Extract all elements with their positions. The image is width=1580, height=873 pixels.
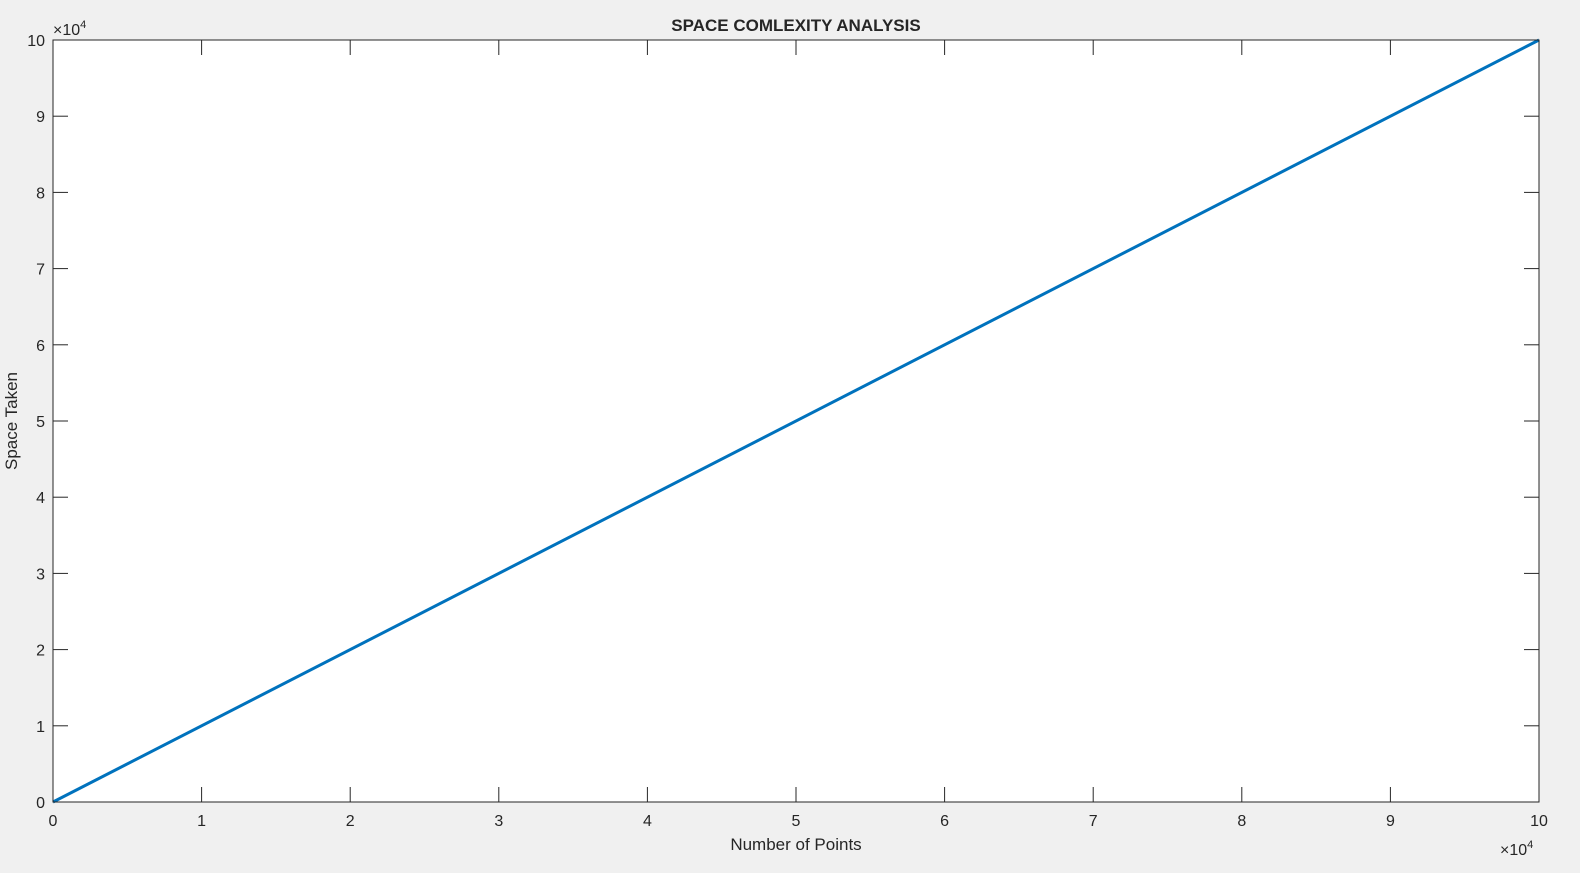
y-tick-label: 7: [36, 262, 45, 279]
series-line: [52, 38, 1540, 804]
tick-labels: 0 1 2 3 4 5 6 7 8 9 10 0 1 2 3 4 5 6 7 8 9 10: [27, 33, 1548, 830]
x-tick-label: 2: [346, 813, 355, 830]
y-tick-label: 10: [27, 33, 45, 50]
x-tick-label: 0: [49, 813, 58, 830]
x-tick-label: 10: [1530, 813, 1548, 830]
y-tick-label: 5: [36, 414, 45, 431]
y-tick-label: 9: [36, 109, 45, 126]
x-tick-label: 3: [494, 813, 503, 830]
y-tick-label: 1: [36, 719, 45, 736]
x-tick-label: 6: [940, 813, 949, 830]
series-group: [52, 38, 1540, 804]
y-tick-label: 0: [36, 795, 45, 812]
chart-title: SPACE COMLEXITY ANALYSIS: [671, 16, 920, 35]
y-axis-multiplier: ×104: [53, 19, 86, 39]
y-tick-label: 2: [36, 643, 45, 660]
x-axis-label: Number of Points: [730, 835, 861, 854]
x-tick-label: 1: [197, 813, 206, 830]
y-tick-label: 8: [36, 185, 45, 202]
x-tick-label: 9: [1386, 813, 1395, 830]
x-axis-multiplier: ×104: [1500, 839, 1533, 859]
x-tick-label: 7: [1089, 813, 1098, 830]
y-axis-label: Space Taken: [2, 372, 21, 470]
x-tick-label: 4: [643, 813, 652, 830]
axes-box: [52, 39, 1540, 803]
y-tick-label: 3: [36, 566, 45, 583]
x-tick-label: 8: [1237, 813, 1246, 830]
y-tick-label: 4: [36, 490, 45, 507]
x-tick-label: 5: [792, 813, 801, 830]
y-tick-label: 6: [36, 338, 45, 355]
